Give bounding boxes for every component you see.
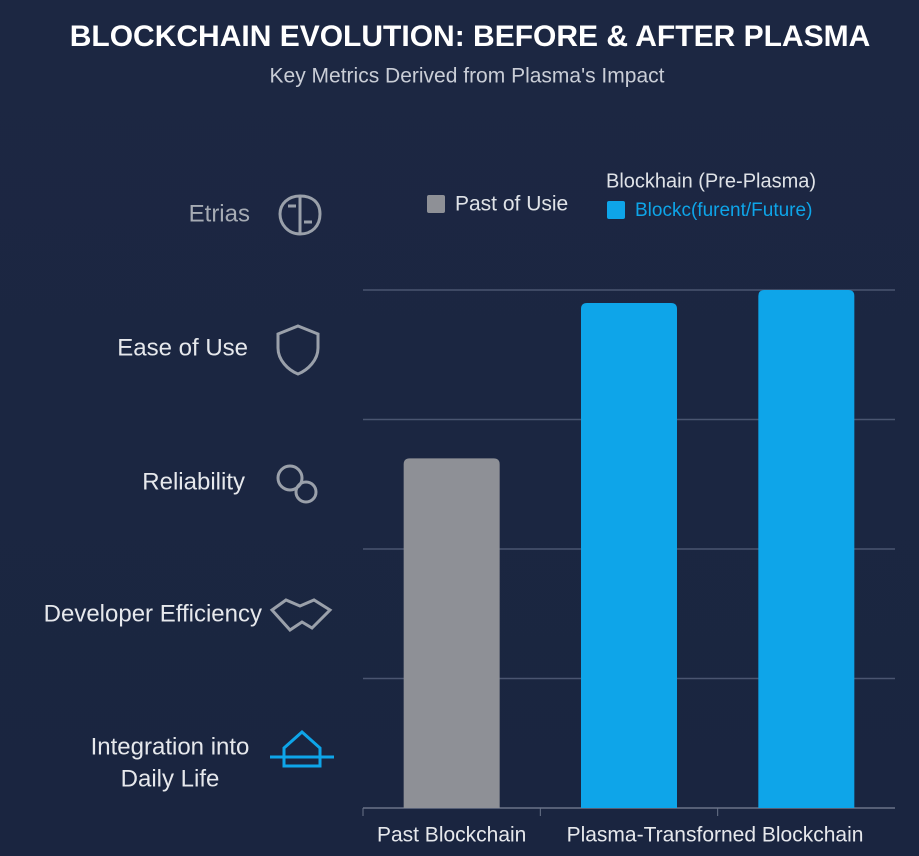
metric-label: Developer Efficiency	[44, 600, 262, 627]
x-tick-label: Past Blockchain	[377, 824, 526, 847]
legend-swatch	[607, 201, 625, 219]
bar	[758, 290, 855, 808]
bar	[581, 302, 677, 808]
metric-label: Ease of Use	[117, 334, 248, 361]
gear-icon	[276, 464, 304, 492]
bar	[403, 458, 500, 808]
chart-subtitle: Key Metrics Derived from Plasma's Impact	[270, 65, 665, 88]
metric-label: Integration into	[91, 733, 250, 760]
legend-swatch	[427, 195, 445, 213]
metric-label: Reliability	[142, 468, 245, 495]
home-icon	[270, 729, 334, 768]
brain-icon	[278, 194, 322, 236]
metric-label: Daily Life	[121, 765, 220, 792]
legend-note: Blockhain (Pre-Plasma)	[606, 170, 816, 192]
icons	[269, 194, 334, 768]
gear-icon	[294, 480, 318, 504]
shield-icon	[276, 324, 320, 376]
handshake-icon	[269, 598, 333, 632]
chart-title: BLOCKCHAIN EVOLUTION: BEFORE & AFTER PLA…	[70, 20, 871, 53]
legend-label: Past of Usie	[455, 193, 568, 216]
legend-label: Blockc(furent/Future)	[635, 200, 812, 221]
x-tick-label: Plasma-Transforned Blockchain	[567, 824, 864, 847]
metric-label: Etrias	[189, 200, 250, 227]
